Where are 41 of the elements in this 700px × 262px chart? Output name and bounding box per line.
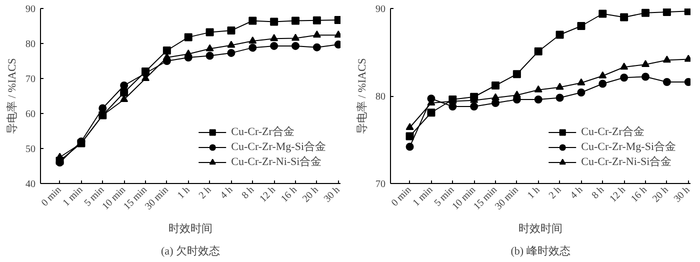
x-tick-label: 0 min [390, 184, 414, 209]
x-tick-label: 30 h [672, 184, 692, 205]
x-tick-label: 4 h [568, 184, 586, 202]
legend-label: Cu-Cr-Zr-Mg-Si合金 [231, 140, 326, 154]
y-tick-label: 50 [26, 144, 36, 155]
x-tick-label: 12 h [258, 184, 278, 205]
y-tick-label: 60 [26, 109, 36, 120]
x-tick-label: 2 h [547, 184, 564, 202]
x-tick-label: 8 h [240, 184, 257, 202]
y-axis-title: 导电率 / %IACS [356, 58, 368, 134]
x-tick-label: 16 h [629, 184, 650, 205]
y-tick-label: 80 [26, 39, 36, 50]
y-tick-label: 40 [26, 179, 36, 190]
x-tick-label: 2 h [197, 184, 214, 202]
x-tick-label: 20 h [300, 184, 321, 205]
x-tick-label: 0 min [40, 184, 64, 209]
legend-label: Cu-Cr-Zr-Ni-Si合金 [231, 155, 322, 169]
text: (a) 欠时效态 [161, 244, 220, 258]
y-tick-label: 70 [26, 74, 36, 85]
y-tick-label: 90 [376, 4, 386, 15]
x-axis-title: 时效时间 [168, 222, 212, 236]
x-tick-label: 16 h [279, 184, 300, 205]
x-tick-label: 30 h [322, 184, 342, 205]
x-tick-label: 1 min [411, 184, 436, 209]
x-tick-label: 1 h [176, 184, 192, 202]
legend-label: Cu-Cr-Zr合金 [231, 125, 294, 139]
text: (b) 峰时效态 [510, 244, 570, 258]
x-tick-label: 4 h [218, 184, 236, 202]
x-tick-label: 12 h [608, 184, 628, 205]
legend-label: Cu-Cr-Zr-Mg-Si合金 [581, 140, 676, 154]
x-tick-label: 8 h [590, 184, 607, 202]
y-tick-label: 80 [376, 92, 386, 102]
y-tick-label: 90 [26, 4, 36, 15]
legend-label: Cu-Cr-Zr合金 [581, 125, 644, 139]
y-tick-label: 70 [376, 179, 386, 190]
x-tick-label: 1 min [61, 184, 86, 209]
x-tick-label: 1 h [526, 184, 542, 202]
x-tick-label: 20 h [650, 184, 671, 205]
x-axis-title: 时效时间 [518, 222, 562, 236]
legend-label: Cu-Cr-Zr-Ni-Si合金 [581, 155, 672, 169]
y-axis-title: 导电率 / %IACS [6, 58, 18, 134]
